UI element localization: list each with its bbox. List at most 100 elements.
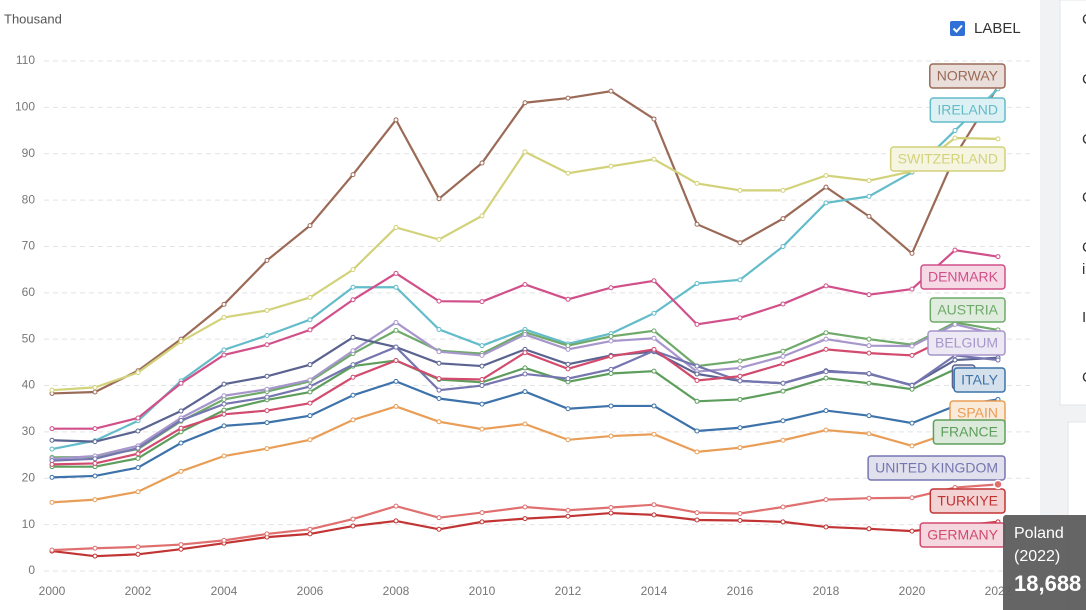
data-point [49, 474, 55, 480]
data-point [307, 377, 313, 383]
x-tick-label: 2012 [555, 584, 582, 598]
sidebar-item: C [1082, 239, 1086, 256]
data-point [135, 551, 141, 557]
data-point [909, 443, 915, 449]
x-tick-label: 2004 [211, 584, 238, 598]
series-label-box [929, 63, 1006, 89]
data-point [264, 408, 270, 414]
y-tick-label: 110 [16, 53, 35, 67]
data-point [264, 332, 270, 338]
x-tick-label: 2010 [469, 584, 496, 598]
data-point [479, 377, 485, 383]
data-point [135, 489, 141, 495]
data-point [221, 381, 227, 387]
data-point [694, 377, 700, 383]
data-point [608, 370, 614, 376]
x-tick-label: 2002 [125, 584, 152, 598]
data-point [479, 519, 485, 525]
data-point [565, 95, 571, 101]
data-point [49, 426, 55, 432]
sidebar-item: C [1082, 71, 1086, 88]
data-point [737, 445, 743, 451]
data-point [436, 326, 442, 332]
data-point [522, 516, 528, 522]
data-point [565, 170, 571, 176]
series-label-box [889, 146, 1006, 172]
data-point [135, 428, 141, 434]
series-label: SPAIN [949, 400, 1006, 426]
data-point [522, 389, 528, 395]
data-point [780, 243, 786, 249]
y-tick-label: 90 [22, 146, 36, 160]
sidebar-item: C [1082, 369, 1086, 386]
data-point [608, 353, 614, 359]
data-point [436, 387, 442, 393]
sidebar-item: I [1082, 309, 1086, 326]
series-label-text: DENMARK [928, 269, 999, 285]
data-point [780, 380, 786, 386]
data-point [221, 423, 227, 429]
data-point [823, 200, 829, 206]
data-point [92, 497, 98, 503]
data-point [221, 411, 227, 417]
y-tick-label: 100 [15, 100, 35, 114]
data-point [436, 376, 442, 382]
data-point [565, 406, 571, 412]
data-point [436, 298, 442, 304]
data-point [522, 371, 528, 377]
data-point [651, 502, 657, 508]
data-point [92, 473, 98, 479]
data-point [178, 468, 184, 474]
data-point [221, 453, 227, 459]
data-point [221, 301, 227, 307]
data-point [393, 327, 399, 333]
data-point [264, 394, 270, 400]
data-point [135, 451, 141, 457]
data-point [694, 428, 700, 434]
data-point [221, 314, 227, 320]
data-point [694, 321, 700, 327]
data-point [49, 547, 55, 553]
y-tick-label: 30 [22, 424, 36, 438]
data-point [866, 350, 872, 356]
series-label-bg [920, 265, 1005, 289]
data-point [49, 499, 55, 505]
series-line [51, 380, 999, 479]
sidebar-item: C [1082, 11, 1086, 28]
data-point [780, 301, 786, 307]
data-point [350, 523, 356, 529]
series-label: ITALY [953, 367, 1006, 393]
data-point [264, 386, 270, 392]
series-label-box [927, 330, 1006, 356]
data-point [737, 425, 743, 431]
data-point [307, 223, 313, 229]
data-point [307, 383, 313, 389]
data-point [608, 285, 614, 291]
data-point [135, 465, 141, 471]
data-point [909, 352, 915, 358]
series-line [51, 405, 999, 504]
data-point [694, 221, 700, 227]
series-label-bg [868, 456, 1005, 480]
data-point [909, 383, 915, 389]
data-point [436, 237, 442, 242]
data-point [995, 357, 1001, 363]
data-point [823, 369, 829, 375]
data-point [909, 528, 915, 534]
data-point [307, 389, 313, 395]
series-label: SWITZERLAND [889, 146, 1006, 172]
label-checkbox[interactable] [950, 21, 965, 36]
data-point [178, 425, 184, 431]
series-label-bg [930, 489, 1005, 513]
data-point [92, 553, 98, 559]
data-point [393, 117, 399, 123]
series-label-text: SWITZERLAND [898, 151, 998, 167]
data-point [479, 213, 485, 219]
data-point [608, 88, 614, 94]
y-tick-label: 80 [22, 192, 36, 206]
data-point [737, 187, 743, 193]
data-point [178, 380, 184, 386]
checkbox-label[interactable]: LABEL [974, 20, 1021, 37]
data-point [737, 277, 743, 283]
data-point [264, 373, 270, 379]
